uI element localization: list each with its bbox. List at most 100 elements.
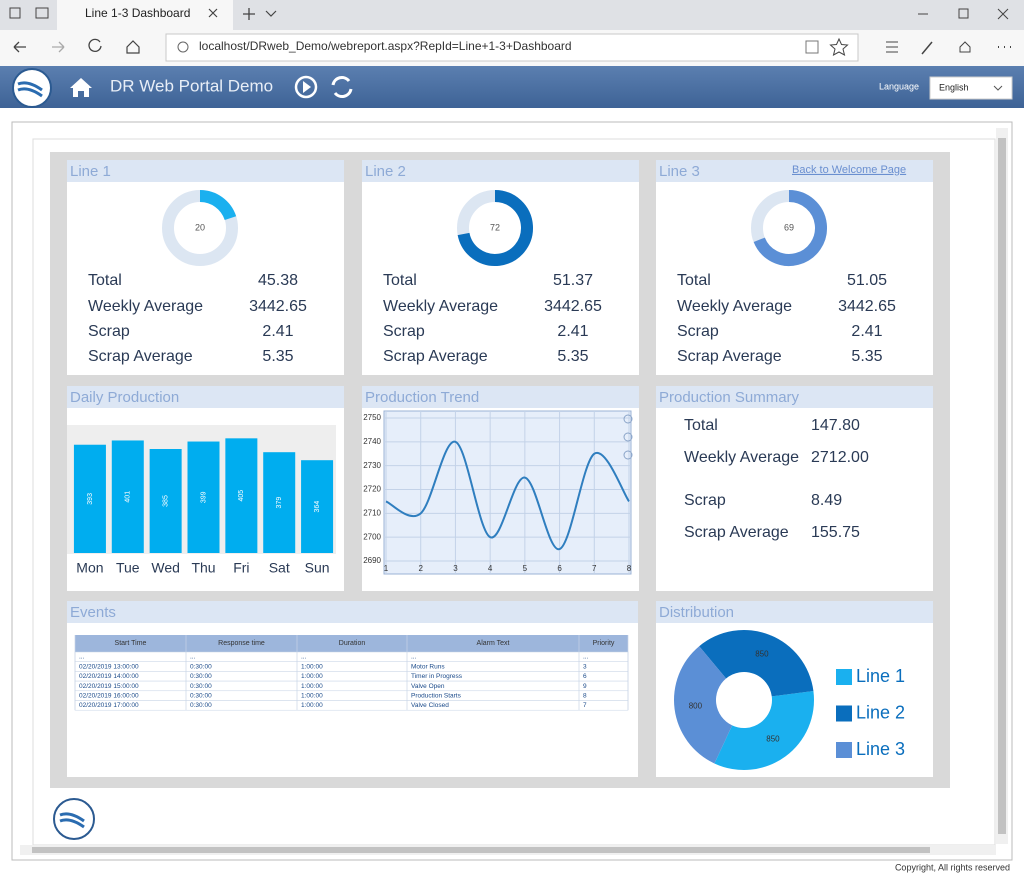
- legend-label: Line 2: [856, 702, 905, 722]
- back-link[interactable]: Back to Welcome Page: [792, 164, 906, 176]
- bar-label: 364: [314, 501, 321, 513]
- panel-header: [67, 601, 638, 623]
- bar: [111, 440, 144, 553]
- legend-swatch: [836, 669, 852, 685]
- x-tick-label: 2: [418, 564, 423, 573]
- y-tick-label: 2750: [363, 413, 381, 422]
- app-header: [0, 66, 1024, 108]
- favorites[interactable]: [886, 41, 898, 53]
- column-header: Response time: [218, 640, 265, 647]
- play-icon[interactable]: [294, 75, 318, 99]
- x-tick-label: Fri: [233, 560, 249, 576]
- stat-label: Weekly Average: [88, 298, 203, 315]
- favorite[interactable]: [829, 37, 849, 56]
- tab-icon[interactable]: [9, 7, 21, 19]
- panel-header: [656, 160, 933, 182]
- stat-label: Scrap Average: [383, 348, 488, 365]
- table-row: [74, 680, 629, 692]
- reading-view[interactable]: [805, 40, 819, 54]
- plot-area: [383, 410, 632, 575]
- legend-label: Line 1: [856, 666, 905, 686]
- stat-label: Scrap: [383, 323, 425, 340]
- x-tick-label: 6: [557, 564, 562, 573]
- table-cell: 9: [583, 683, 587, 690]
- table-cell: 8: [583, 693, 587, 700]
- table-cell: 0:30:00: [190, 663, 212, 670]
- share[interactable]: [959, 41, 971, 53]
- stat-value: 45.38: [258, 272, 298, 289]
- tab-title: Line 1-3 Dashboard: [85, 6, 190, 20]
- play-mark: [303, 81, 311, 93]
- zoom-icon[interactable]: [623, 414, 633, 424]
- new-tab[interactable]: [243, 8, 255, 20]
- h-thumb[interactable]: [32, 847, 930, 853]
- bar: [263, 452, 296, 553]
- panel-header: [67, 386, 344, 408]
- url: localhost/DRweb_Demo/webreport.aspx?RepI…: [199, 39, 572, 53]
- forward-button[interactable]: [52, 41, 65, 53]
- stat-value: 5.35: [851, 348, 882, 365]
- stat-value: 5.35: [557, 348, 588, 365]
- copyright: Copyright, All rights reserved: [895, 862, 1010, 872]
- refresh-icon[interactable]: [331, 76, 353, 98]
- x-tick-label: 8: [627, 564, 632, 573]
- stat-value: 147.80: [811, 417, 860, 434]
- tab-list[interactable]: [265, 10, 277, 17]
- stat-value: 3442.65: [544, 298, 602, 315]
- bar-label: 379: [276, 497, 283, 509]
- table-cell: 1:00:00: [301, 702, 323, 709]
- legend-swatch: [836, 742, 852, 758]
- active-tab[interactable]: [57, 0, 233, 30]
- bar-label: 385: [162, 495, 169, 507]
- language-value: English: [939, 82, 969, 92]
- stat-value: 2.41: [262, 323, 293, 340]
- logo[interactable]: [12, 68, 52, 108]
- maximize[interactable]: [958, 8, 969, 19]
- select-arrow: [993, 85, 1003, 91]
- x-tick-label: Thu: [191, 560, 215, 576]
- bar: [301, 460, 334, 553]
- x-tick-label: 5: [523, 564, 528, 573]
- v-thumb[interactable]: [998, 138, 1006, 834]
- table-cell: 1:00:00: [301, 663, 323, 670]
- table-cell: 02/20/2019 15:00:00: [79, 683, 139, 690]
- address-bar[interactable]: [165, 33, 859, 62]
- table-cell: 1:00:00: [301, 693, 323, 700]
- language-select[interactable]: [929, 76, 1013, 100]
- table-cell: ...: [79, 654, 85, 661]
- home-button[interactable]: [126, 40, 140, 54]
- y-tick-label: 2730: [363, 461, 381, 470]
- y-tick-label: 2700: [363, 532, 381, 541]
- tab-close[interactable]: [208, 8, 218, 18]
- panel-title: Line 1: [70, 163, 111, 180]
- panel-title: Events: [70, 604, 116, 621]
- tab-icon[interactable]: [35, 7, 49, 19]
- panel-title: Distribution: [659, 604, 734, 621]
- zoom-icon[interactable]: [623, 450, 633, 460]
- table-cell: 02/20/2019 14:00:00: [79, 673, 139, 680]
- home-icon[interactable]: [70, 78, 92, 97]
- zoom-icon[interactable]: [623, 432, 633, 442]
- y-tick-label: 2710: [363, 508, 381, 517]
- panel-title: Line 3: [659, 163, 700, 180]
- column-header: Priority: [593, 640, 615, 647]
- table-row: [74, 690, 629, 701]
- stat-value: 3442.65: [838, 298, 896, 315]
- back-button[interactable]: [13, 41, 26, 53]
- gauge-arc: [457, 190, 533, 266]
- close[interactable]: [997, 8, 1009, 20]
- notes[interactable]: [921, 41, 933, 55]
- logo-mark: [17, 81, 43, 98]
- refresh-button[interactable]: [88, 38, 102, 52]
- bar-label: 401: [125, 491, 132, 503]
- stat-label: Scrap Average: [684, 524, 789, 541]
- panel: [656, 386, 933, 591]
- gauge-arc: [199, 190, 237, 221]
- stat-label: Scrap Average: [677, 348, 782, 365]
- table-cell: 1:00:00: [301, 673, 323, 680]
- stat-value: 3442.65: [249, 298, 307, 315]
- table-cell: 0:30:00: [190, 693, 212, 700]
- table-row: [74, 671, 629, 682]
- legend-swatch: [836, 705, 852, 722]
